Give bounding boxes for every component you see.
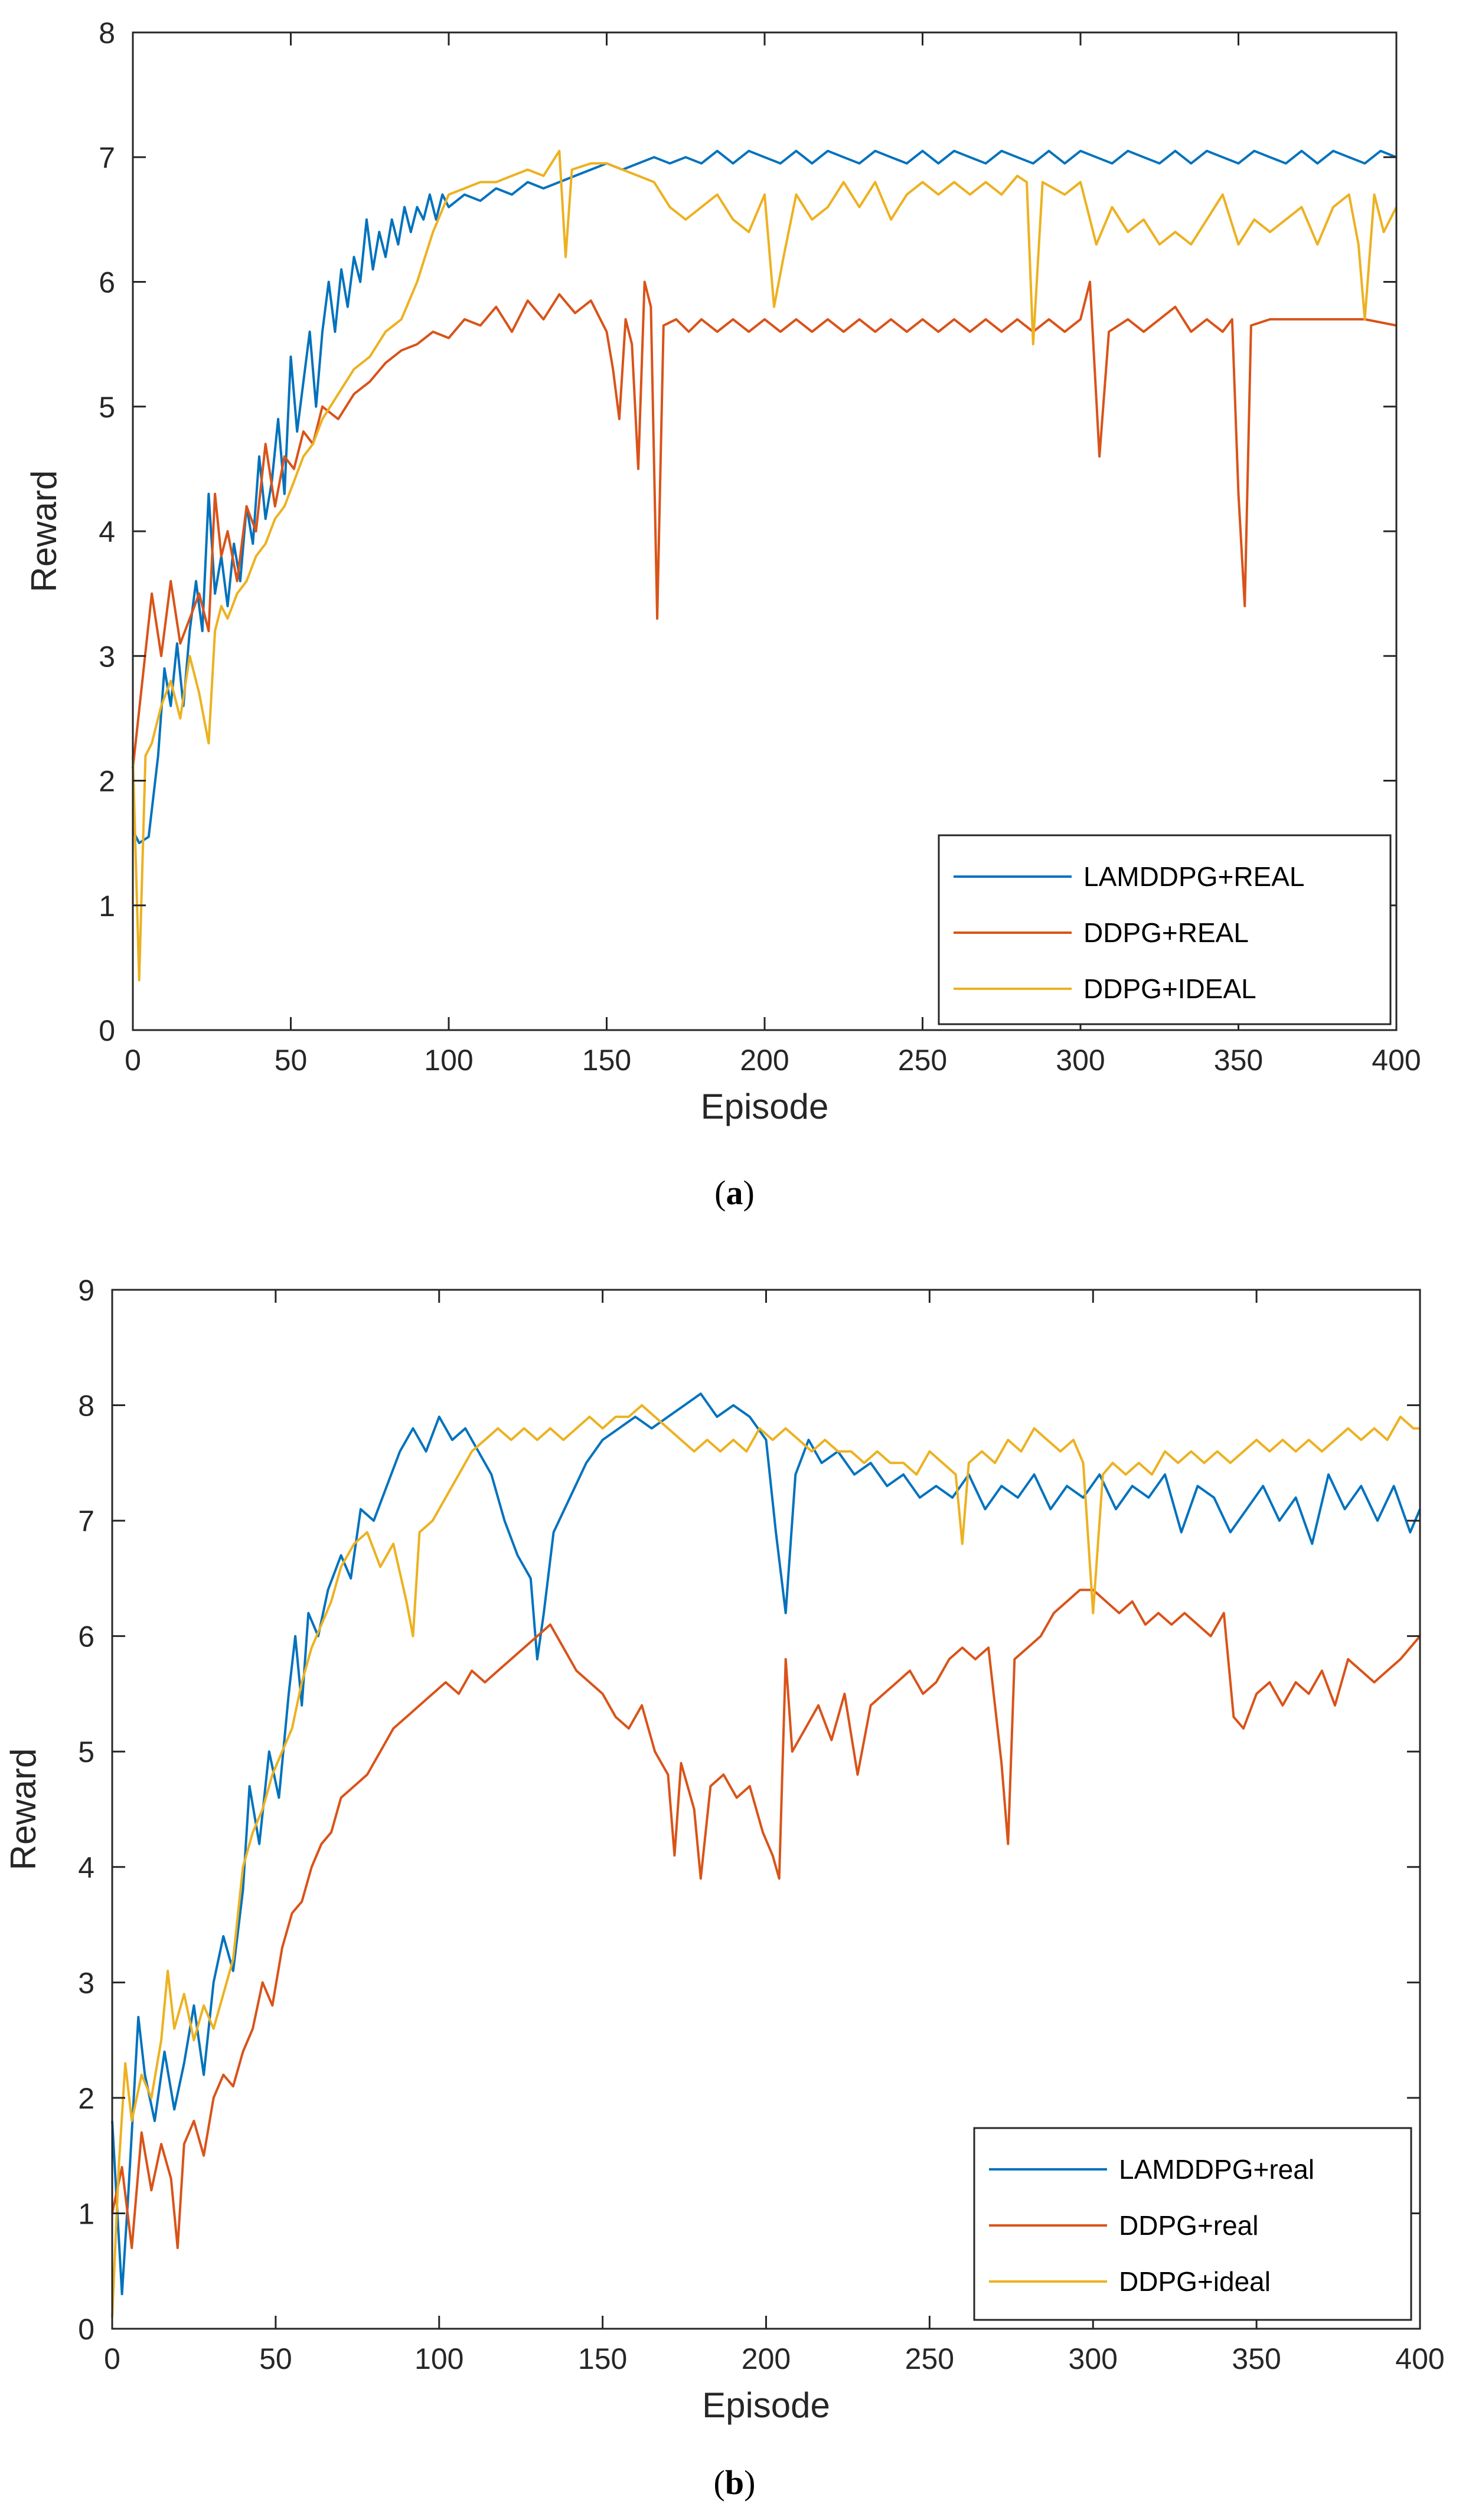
y-axis-label: Reward (24, 470, 64, 593)
y-tick-label: 3 (78, 1966, 94, 1999)
y-tick-label: 5 (78, 1735, 94, 1769)
x-tick-label: 200 (740, 1044, 789, 1077)
x-tick-label: 0 (104, 2342, 120, 2375)
y-tick-label: 7 (78, 1505, 94, 1538)
x-tick-label: 350 (1214, 1044, 1263, 1077)
x-tick-label: 100 (414, 2342, 463, 2375)
x-tick-label: 300 (1056, 1044, 1105, 1077)
panel-caption: (a) (714, 1174, 755, 1212)
series-line-ddpg-ideal (132, 149, 1398, 982)
chart-b: 0 50 100 150 200 250 300 350 400 0 1 2 3 4 5 6 7 8 9 Episod… (4, 1274, 1445, 2502)
legend-entry: DDPG+real (1119, 2210, 1258, 2241)
x-tick-label: 250 (905, 2342, 954, 2375)
series-line-lamddpg-real (111, 1393, 1421, 2296)
x-tick-label: 150 (582, 1044, 631, 1077)
x-tick-label: 300 (1069, 2342, 1118, 2375)
x-axis-label: Episode (701, 1087, 829, 1126)
y-axis-label: Reward (4, 1748, 43, 1871)
x-axis-label: Episode (702, 2385, 830, 2425)
x-tick-label: 200 (742, 2342, 791, 2375)
legend-entry: DDPG+IDEAL (1083, 973, 1256, 1004)
y-tick-label: 7 (99, 141, 115, 174)
y-tick-label: 1 (78, 2197, 94, 2230)
panel-caption: (b) (714, 2463, 756, 2502)
y-tick-label: 4 (99, 515, 115, 548)
y-tick-label: 2 (99, 765, 115, 798)
y-tick-label: 8 (78, 1390, 94, 1423)
x-tick-label: 400 (1395, 2342, 1444, 2375)
y-tick-label: 6 (78, 1620, 94, 1653)
y-tick-label: 2 (78, 2082, 94, 2115)
y-tick-label: 1 (99, 890, 115, 923)
x-tick-label: 50 (275, 1044, 308, 1077)
y-tick-label: 4 (78, 1851, 94, 1884)
legend-box (973, 2127, 1412, 2321)
y-tick-label: 9 (78, 1274, 94, 1307)
legend-entry: DDPG+ideal (1119, 2266, 1271, 2297)
legend-entry: DDPG+REAL (1083, 917, 1249, 948)
series-line-ddpg-ideal (111, 1404, 1420, 2318)
legend-box (938, 834, 1392, 1025)
series-line-lamddpg-real (132, 149, 1397, 845)
y-tick-label: 6 (99, 266, 115, 299)
x-tick-label: 0 (125, 1044, 141, 1077)
series-line-ddpg-real (111, 1589, 1421, 2250)
x-tick-label: 150 (578, 2342, 627, 2375)
legend-entry: LAMDDPG+real (1119, 2154, 1314, 2185)
chart-a: 0 50 100 150 200 250 300 350 400 0 1 2 3 4 5 6 7 8 Episode… (24, 17, 1421, 1212)
legend-entry: LAMDDPG+REAL (1083, 861, 1305, 892)
x-tick-label: 400 (1372, 1044, 1421, 1077)
y-tick-label: 0 (78, 2313, 94, 2346)
x-tick-label: 50 (259, 2342, 292, 2375)
y-tick-label: 8 (99, 17, 115, 50)
y-tick-label: 3 (99, 640, 115, 673)
series-line-ddpg-real (132, 280, 1397, 769)
y-tick-label: 0 (99, 1014, 115, 1047)
x-tick-label: 350 (1232, 2342, 1281, 2375)
y-tick-label: 5 (99, 391, 115, 424)
x-tick-label: 250 (898, 1044, 947, 1077)
x-tick-label: 100 (424, 1044, 473, 1077)
